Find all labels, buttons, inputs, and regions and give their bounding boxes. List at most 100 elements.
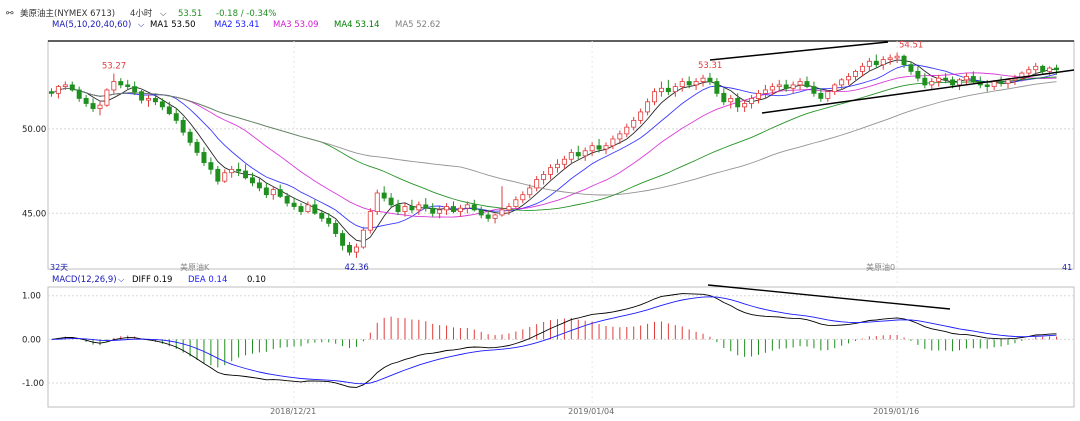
candle bbox=[963, 73, 969, 85]
macd-dea-label: DEA 0.14 bbox=[188, 275, 227, 285]
candle bbox=[825, 89, 831, 102]
grid-layer bbox=[48, 41, 1074, 407]
candle bbox=[1005, 78, 1011, 89]
candle bbox=[582, 147, 588, 161]
candle bbox=[936, 74, 942, 87]
candle bbox=[152, 93, 158, 106]
candle bbox=[284, 193, 290, 207]
candle bbox=[610, 135, 616, 150]
candle bbox=[901, 54, 907, 69]
candle bbox=[180, 117, 186, 136]
candle bbox=[970, 71, 976, 84]
candle bbox=[832, 83, 838, 96]
candle bbox=[631, 117, 637, 131]
candle bbox=[374, 189, 380, 215]
ma-legend-title[interactable]: MA(5,10,20,40,60) bbox=[52, 20, 131, 30]
candle bbox=[471, 199, 477, 212]
candle bbox=[492, 213, 498, 224]
candle bbox=[229, 165, 235, 178]
candle bbox=[596, 138, 602, 153]
candle bbox=[111, 73, 117, 94]
ma3-label: MA3 53.09 bbox=[273, 20, 319, 30]
candle bbox=[409, 199, 415, 214]
candle bbox=[444, 203, 450, 215]
candle bbox=[277, 184, 283, 199]
macd-dea-line bbox=[51, 296, 1057, 385]
right-count-label: 41 bbox=[1062, 263, 1072, 272]
symbol-label: 美原油主(NYMEX 6713) bbox=[20, 8, 115, 19]
candle bbox=[714, 78, 720, 97]
candle bbox=[894, 52, 900, 63]
candle bbox=[818, 88, 824, 102]
macd-dropdown-icon[interactable]: ⌵ bbox=[118, 275, 125, 285]
candle bbox=[402, 203, 408, 217]
price-tick-label: 50.00 bbox=[22, 125, 46, 135]
ma3-line bbox=[51, 72, 1057, 218]
candle bbox=[249, 172, 255, 187]
macd-legend-title[interactable]: MACD(12,26,9) bbox=[52, 275, 117, 285]
period-selector[interactable]: 4小时 bbox=[130, 8, 153, 19]
upper-trendline bbox=[709, 41, 889, 61]
macd-diff-label: DIFF 0.19 bbox=[132, 275, 172, 285]
candle bbox=[125, 79, 131, 90]
candle bbox=[243, 164, 249, 180]
candle bbox=[201, 147, 207, 166]
candle bbox=[943, 73, 949, 84]
candle bbox=[1033, 62, 1039, 75]
candle bbox=[69, 81, 75, 92]
link-icon[interactable]: ⚯ bbox=[6, 9, 14, 19]
ma-legend: MA(5,10,20,40,60) ⌵ MA1 53.50 MA2 53.41 … bbox=[52, 20, 441, 30]
macd-diff-line bbox=[51, 293, 1057, 388]
candle bbox=[478, 206, 484, 219]
candle bbox=[652, 88, 657, 106]
candle bbox=[139, 89, 145, 104]
candle bbox=[915, 66, 921, 82]
candle bbox=[48, 88, 54, 97]
candle bbox=[554, 159, 560, 173]
candle bbox=[520, 191, 526, 204]
price-annotation: 42.36 bbox=[344, 263, 368, 273]
candle bbox=[624, 123, 630, 138]
candle bbox=[548, 164, 554, 180]
axis-labels: 50.00 45.00 1.00 0.00 -1.00 2018/12/21 2019/01… bbox=[22, 125, 919, 416]
candle bbox=[464, 201, 470, 214]
ma-dropdown-icon[interactable]: ⌵ bbox=[138, 20, 145, 30]
macd-divergence-line bbox=[707, 284, 951, 310]
candle bbox=[340, 230, 346, 251]
candle bbox=[721, 88, 727, 106]
candle bbox=[686, 76, 692, 89]
candle bbox=[423, 198, 429, 212]
candle bbox=[749, 95, 755, 109]
candle bbox=[263, 182, 269, 199]
candle bbox=[451, 201, 456, 214]
candle bbox=[55, 84, 61, 99]
ma5-line bbox=[51, 81, 1057, 196]
candle bbox=[762, 84, 768, 99]
candle bbox=[742, 100, 748, 112]
candle bbox=[62, 81, 68, 90]
macd-tick-label: 1.00 bbox=[22, 292, 41, 302]
candle bbox=[700, 74, 706, 87]
candle bbox=[270, 186, 276, 200]
candle bbox=[104, 88, 110, 107]
candle bbox=[312, 199, 318, 215]
candle bbox=[305, 201, 311, 214]
candle bbox=[159, 98, 165, 111]
candle bbox=[998, 76, 1004, 87]
candle bbox=[326, 213, 332, 227]
ma1-label: MA1 53.50 bbox=[150, 20, 196, 30]
price-annotation: 53.27 bbox=[102, 62, 126, 72]
candle bbox=[506, 203, 512, 215]
candle bbox=[430, 203, 436, 217]
candle bbox=[146, 95, 151, 107]
price-annotation: 53.31 bbox=[698, 61, 722, 71]
candle bbox=[693, 78, 699, 90]
candle bbox=[347, 241, 353, 256]
period-dropdown-icon[interactable]: ⌵ bbox=[160, 9, 167, 19]
price-annotation: 54.51 bbox=[899, 41, 923, 51]
macd-panel-frame bbox=[47, 286, 1075, 408]
candle bbox=[166, 101, 172, 116]
candle bbox=[873, 54, 879, 69]
